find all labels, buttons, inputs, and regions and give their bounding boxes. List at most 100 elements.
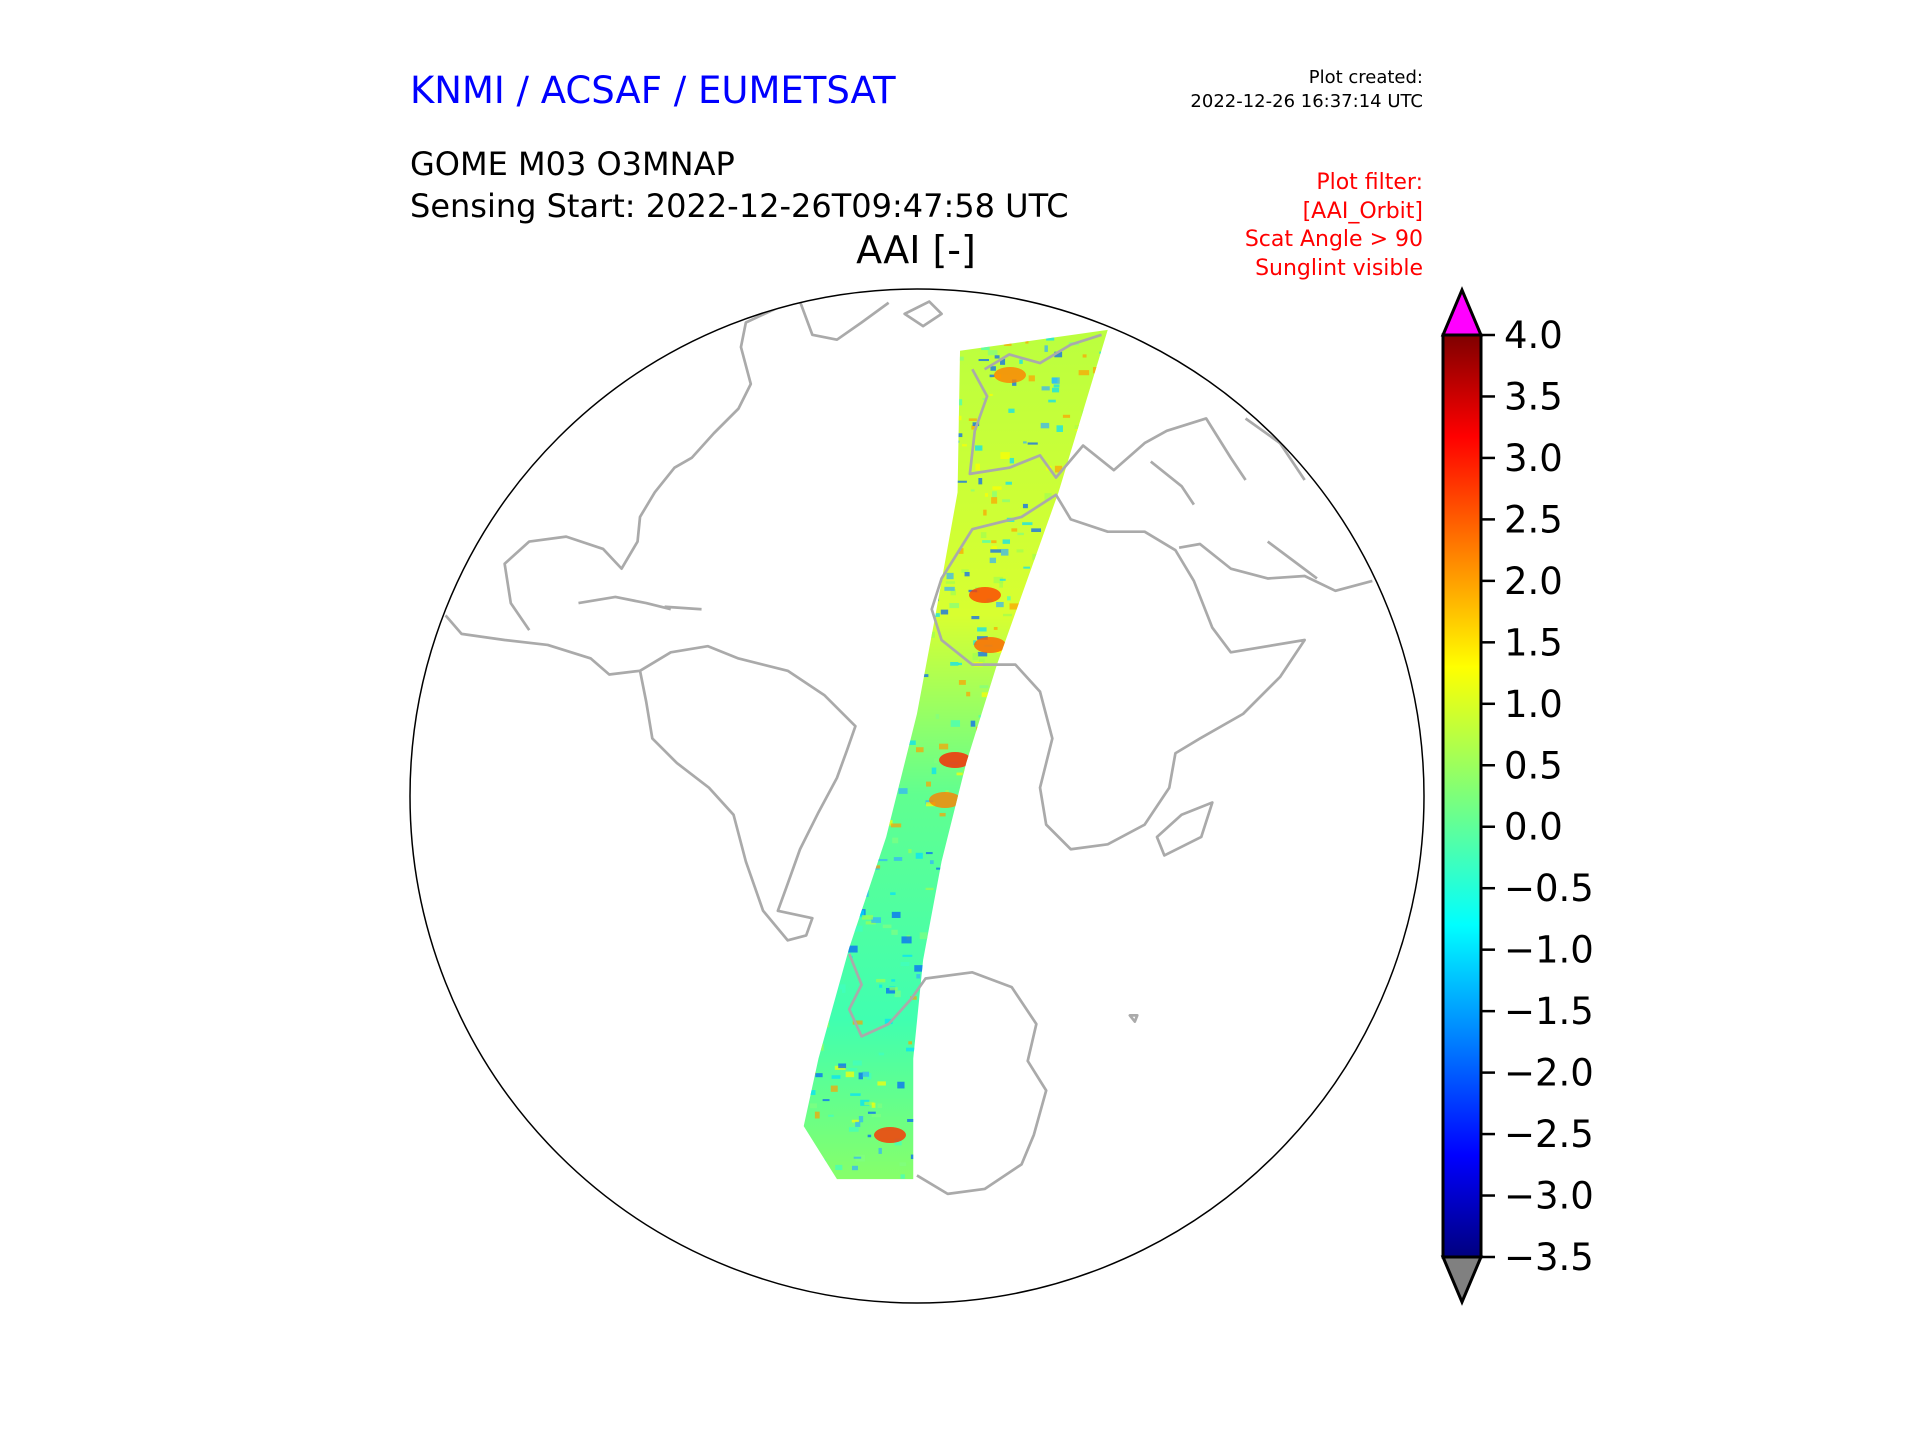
swath-pixel	[917, 1042, 923, 1048]
swath-pixel	[780, 1122, 789, 1128]
swath-pixel	[891, 929, 898, 935]
swath-pixel	[894, 990, 901, 998]
swath-pixel	[951, 415, 962, 421]
swath-pixel	[808, 637, 815, 645]
swath-pixel	[956, 772, 963, 776]
swath-pixel	[994, 355, 1000, 359]
swath-pixel	[954, 843, 964, 849]
swath-pixel	[790, 657, 798, 661]
swath-pixel	[1053, 753, 1063, 758]
swath-pixel	[825, 835, 831, 840]
swath-pixel	[846, 901, 858, 908]
swath-pixel	[1106, 953, 1108, 958]
swath-pixel	[1059, 949, 1069, 953]
swath-pixel	[943, 1050, 955, 1055]
swath-pixel	[1075, 460, 1082, 467]
swath-pixel	[958, 680, 966, 685]
swath-pixel	[899, 1162, 907, 1167]
swath-pixel	[1125, 605, 1132, 612]
colorbar-tick-label: −0.5	[1504, 867, 1594, 910]
swath-pixel	[1028, 764, 1039, 769]
swath-pixel	[1084, 566, 1093, 570]
swath-pixel	[853, 925, 863, 932]
swath-pixel	[976, 332, 984, 335]
swath-pixel	[1138, 580, 1141, 583]
swath-pixel	[849, 367, 855, 371]
swath-pixel	[868, 752, 878, 757]
swath-pixel	[931, 374, 937, 382]
swath-pixel	[1072, 840, 1078, 844]
swath-pixel	[906, 740, 916, 745]
swath-pixel	[980, 532, 987, 539]
swath-pixel	[808, 476, 814, 482]
swath-pixel	[1028, 670, 1036, 675]
swath-pixel	[925, 887, 934, 891]
swath-pixel	[813, 559, 823, 565]
swath-pixel	[851, 667, 858, 671]
swath-pixel	[1044, 493, 1052, 501]
swath-pixel	[1005, 768, 1013, 772]
swath-pixel	[1048, 399, 1056, 403]
swath-pixel	[1098, 1122, 1108, 1130]
swath-pixel	[848, 1127, 859, 1132]
swath-pixel	[993, 857, 1003, 860]
swath-pixel	[1025, 591, 1035, 595]
swath-pixel	[851, 1165, 858, 1171]
swath-pixel	[862, 1071, 870, 1077]
swath-pixel	[1000, 452, 1010, 460]
swath-pixel	[835, 614, 843, 619]
swath-pixel	[1122, 830, 1127, 832]
aai-high-patch	[974, 637, 1006, 653]
data-swath	[780, 329, 1151, 1192]
swath-pixel	[977, 903, 988, 911]
swath-pixel	[1132, 1162, 1136, 1167]
swath-pixel	[799, 969, 802, 973]
swath-pixel	[915, 747, 924, 753]
swath-pixel	[893, 857, 903, 861]
swath-pixel	[999, 578, 1006, 581]
swath-pixel	[812, 1164, 816, 1169]
swath-pixel	[846, 368, 854, 374]
swath-pixel	[1095, 804, 1105, 812]
swath-pixel	[930, 926, 934, 931]
swath-pixel	[1036, 937, 1042, 945]
swath-pixel	[1108, 1034, 1111, 1040]
swath-pixel	[996, 601, 1004, 608]
swath-pixel	[1131, 795, 1141, 799]
swath-pixel	[950, 1110, 957, 1114]
swath-pixel	[1137, 1127, 1145, 1129]
swath-pixel	[944, 586, 955, 591]
swath-pixel	[853, 667, 864, 674]
swath-pixel	[1070, 536, 1077, 543]
swath-pixel	[803, 406, 809, 410]
swath-pixel	[843, 527, 850, 534]
swath-pixel	[820, 1021, 830, 1028]
swath-pixel	[1052, 387, 1060, 393]
swath-pixel	[889, 641, 894, 645]
swath-pixel	[810, 1052, 817, 1058]
swath-pixel	[908, 1041, 913, 1045]
swath-pixel	[957, 480, 967, 483]
swath-pixel	[962, 444, 967, 447]
swath-pixel	[1079, 667, 1085, 672]
swath-pixel	[1100, 1058, 1108, 1062]
swath-pixel	[1140, 558, 1151, 565]
swath-pixel	[931, 767, 937, 775]
swath-pixel	[1085, 787, 1095, 791]
swath-pixel	[974, 445, 983, 451]
swath-pixel	[892, 391, 899, 396]
swath-pixel	[866, 568, 873, 575]
swath-pixel	[999, 901, 1009, 908]
swath-pixel	[1084, 566, 1093, 572]
swath-pixel	[976, 1027, 987, 1035]
swath-pixel	[1062, 414, 1071, 418]
swath-pixel	[946, 413, 956, 419]
swath-pixel	[1099, 678, 1107, 682]
swath-pixel	[1121, 717, 1131, 719]
swath-pixel	[1073, 484, 1081, 488]
swath-pixel	[1003, 1022, 1007, 1028]
swath-pixel	[1087, 1114, 1097, 1119]
swath-pixel	[911, 620, 923, 628]
swath-pixel	[860, 1187, 868, 1192]
swath-pixel	[1025, 620, 1036, 624]
